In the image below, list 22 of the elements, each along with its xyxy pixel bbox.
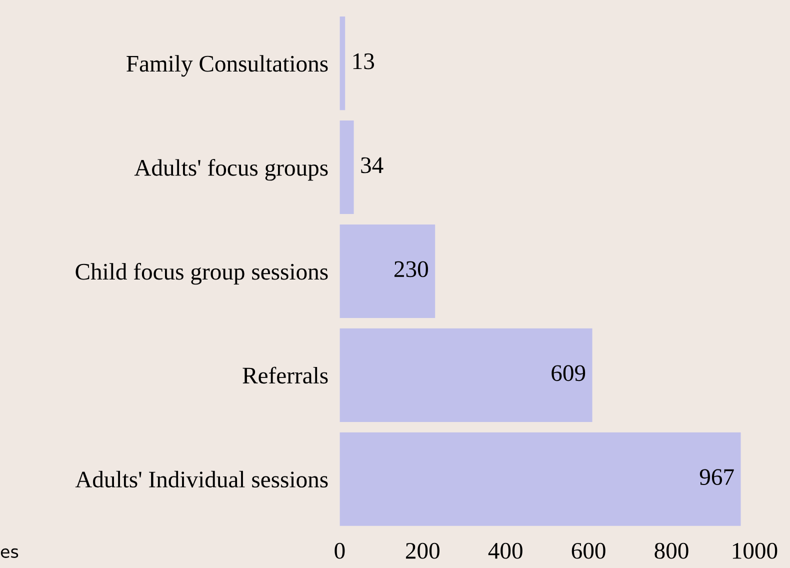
data-label: 967 [700, 469, 734, 486]
bar [340, 328, 592, 422]
bar [340, 120, 354, 214]
text: es [0, 548, 18, 558]
bar [340, 224, 436, 318]
data-label: 34 [361, 157, 384, 174]
y-tick-label: Adults' focus groups [134, 158, 328, 181]
data-label: 609 [552, 365, 586, 382]
x-tick-label: 0 [334, 542, 345, 559]
y-tick-label: Child focus group sessions [76, 262, 328, 285]
bar [340, 16, 346, 110]
x-tick-label: 800 [654, 542, 688, 559]
data-label: 13 [353, 53, 374, 70]
x-tick-label: 600 [572, 542, 606, 559]
y-tick-label: Family Consultations [126, 55, 328, 77]
x-tick-label: 1000 [732, 542, 778, 559]
bar [340, 432, 741, 526]
x-tick-label: 400 [488, 542, 522, 559]
x-tick-label: 200 [406, 542, 440, 559]
data-label: 230 [394, 261, 428, 278]
y-tick-label: Adults' Individual sessions [75, 470, 328, 488]
y-tick-label: Referrals [242, 366, 328, 384]
